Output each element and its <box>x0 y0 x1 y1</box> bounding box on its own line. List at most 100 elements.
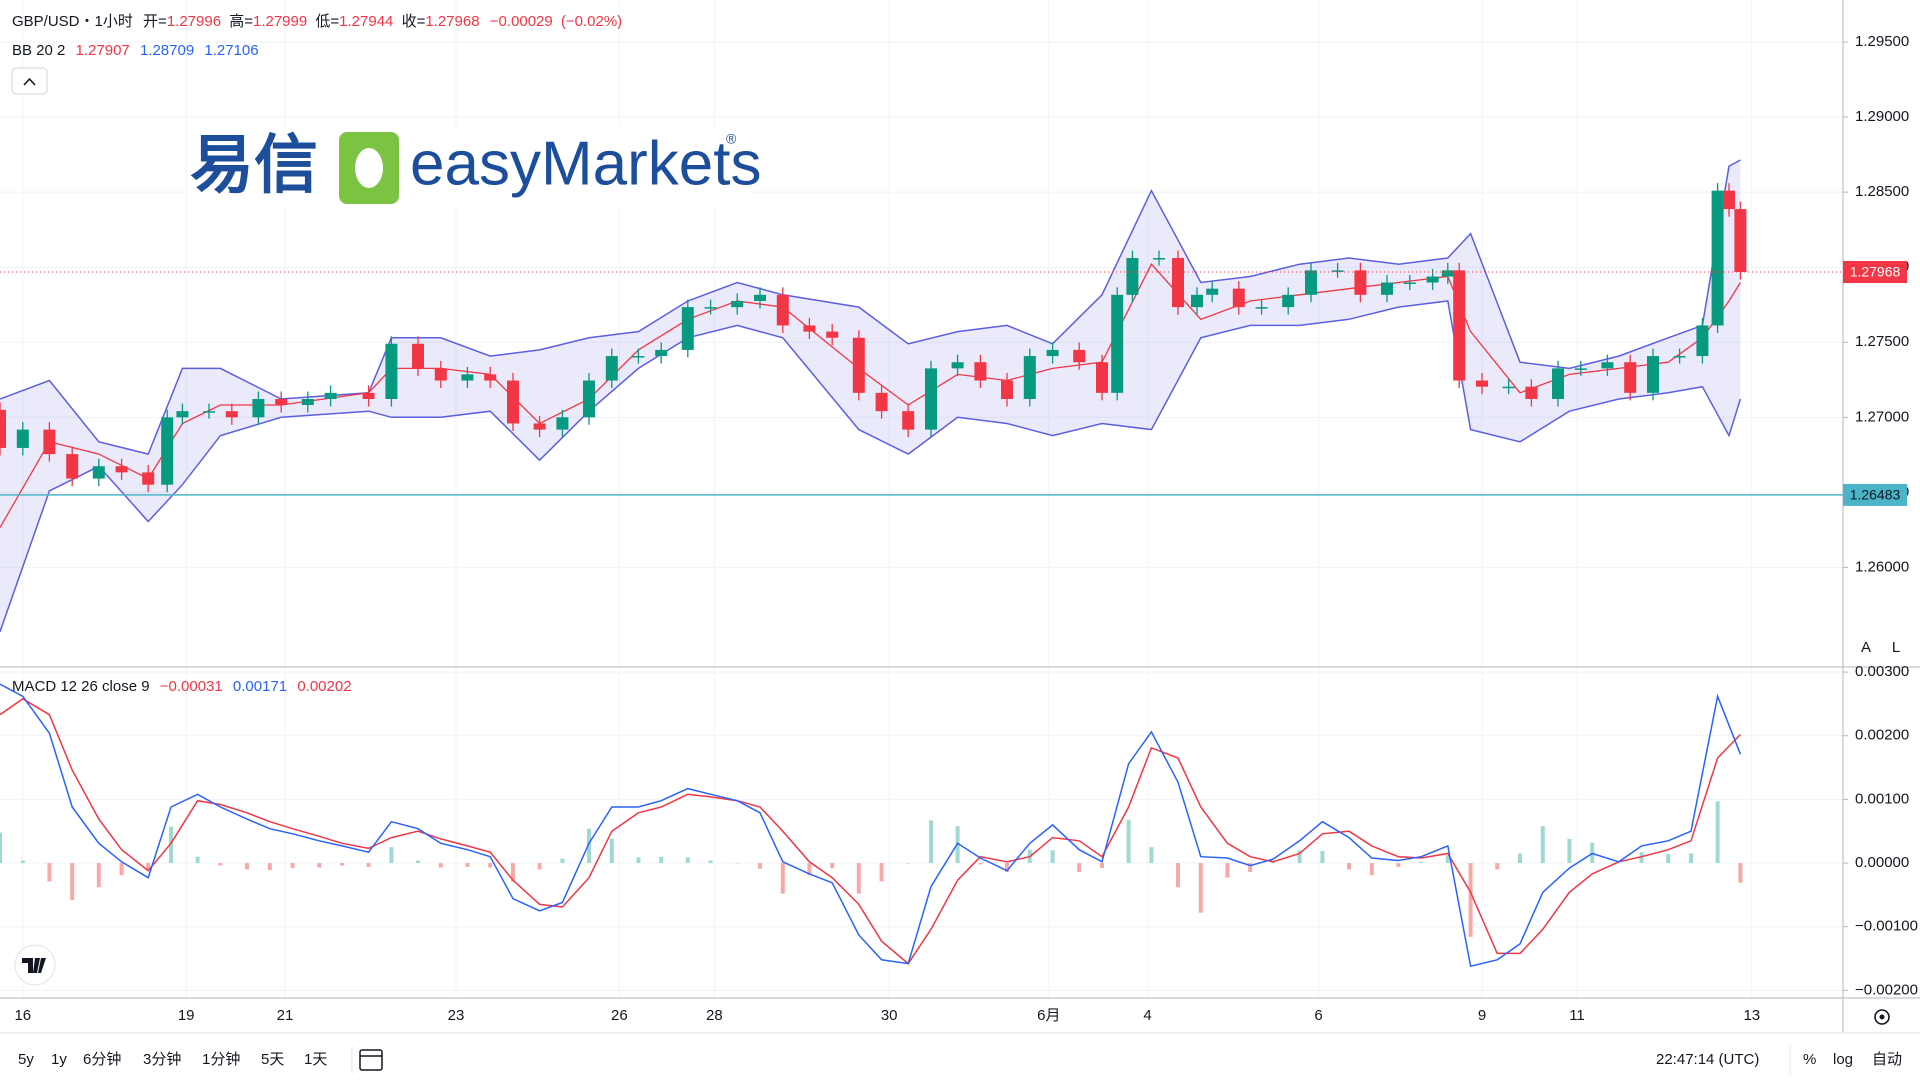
candle-body <box>1711 190 1724 326</box>
candle-body <box>556 417 569 430</box>
candle-body <box>1255 307 1268 309</box>
auto-toggle[interactable]: 自动 <box>1872 1051 1902 1068</box>
range-button[interactable]: 3分钟 <box>143 1051 181 1068</box>
candle-body <box>1647 356 1659 393</box>
macd-histogram-bar <box>1419 861 1424 864</box>
candle-body <box>1673 356 1686 358</box>
y-tick-label: 1.29500 <box>1855 33 1909 50</box>
macd-line <box>0 683 1742 968</box>
macd-value: 0.00171 <box>233 678 287 695</box>
candle-body <box>731 300 744 308</box>
candle-body <box>461 374 474 381</box>
macd-histogram-bar <box>636 857 641 864</box>
candle-body <box>1734 209 1747 273</box>
range-button[interactable]: 5天 <box>261 1051 284 1068</box>
range-button[interactable]: 5y <box>18 1051 34 1068</box>
open-value: 1.27996 <box>167 13 221 30</box>
low-label: 低= <box>315 13 339 30</box>
log-button-box[interactable] <box>1884 636 1908 660</box>
y-tick-label: 1.27000 <box>1855 408 1909 425</box>
candle-body <box>704 307 717 309</box>
interval: 1小时 <box>95 13 133 30</box>
level-tag <box>1843 483 1907 506</box>
macd-histogram-bar <box>1347 863 1351 870</box>
macd-histogram-bar <box>119 863 124 876</box>
candle-body <box>1153 258 1165 260</box>
candle-body <box>1525 386 1538 399</box>
candle-body <box>1426 276 1439 283</box>
macd-name: MACD 12 26 close 9 <box>12 678 150 695</box>
candle-body <box>362 392 375 399</box>
macd-histogram-bar <box>587 828 591 864</box>
tv-logo[interactable] <box>14 944 56 986</box>
macd-histogram-bar <box>218 863 223 866</box>
macd-histogram-bar <box>906 863 911 864</box>
macd-histogram-bar <box>1369 863 1374 876</box>
collapse-button[interactable] <box>11 67 48 95</box>
bb-name: BB 20 2 <box>12 42 65 59</box>
logo-cn: 易信 <box>190 129 318 201</box>
candle-body <box>754 294 766 301</box>
plot <box>0 159 1843 968</box>
macd-histogram-bar <box>856 863 861 894</box>
y-tick-label: 1.28500 <box>1855 183 1909 200</box>
macd-tick-label: 0.00300 <box>1855 663 1909 680</box>
calendar-icon[interactable] <box>359 1049 383 1071</box>
candle-body <box>605 356 618 381</box>
candle-body <box>1441 270 1454 277</box>
macd-histogram-bar <box>1297 850 1302 864</box>
candle-body <box>115 466 128 473</box>
macd-histogram-bar <box>1518 853 1522 864</box>
macd-histogram-bar <box>0 832 2 864</box>
x-tick-label: 13 <box>1743 1007 1760 1024</box>
macd-histogram-bar <box>1198 863 1203 913</box>
candle-body <box>852 337 865 393</box>
macd-tick-label: 0.00100 <box>1855 790 1909 807</box>
candle-body <box>1111 294 1124 393</box>
collapse-box[interactable] <box>11 67 48 95</box>
candle-body <box>161 417 174 485</box>
range-button[interactable]: 1y <box>51 1051 67 1068</box>
axis-settings[interactable] <box>1874 1009 1890 1025</box>
range-button[interactable]: 6分钟 <box>83 1051 121 1068</box>
macd-histogram-bar <box>169 826 173 864</box>
candle-body <box>902 411 915 430</box>
macd-histogram-bar <box>245 863 249 870</box>
candle-body <box>1305 270 1317 295</box>
range-button[interactable]: 1分钟 <box>202 1051 240 1068</box>
candle-body <box>1172 258 1184 308</box>
macd-histogram-bar <box>830 863 835 869</box>
percent-button[interactable]: % <box>1803 1051 1816 1068</box>
date-range-button[interactable] <box>359 1049 383 1071</box>
high-value: 1.27999 <box>253 13 307 30</box>
log-button[interactable]: L <box>1892 639 1900 656</box>
range-button[interactable]: 1天 <box>304 1051 327 1068</box>
candle-body <box>16 429 29 448</box>
macd-histogram-bar <box>978 863 983 865</box>
macd-histogram-bar <box>1445 855 1450 864</box>
auto-button-box[interactable] <box>1854 636 1878 660</box>
candle-body <box>1191 294 1203 308</box>
macd-histogram-bar <box>807 863 812 876</box>
candle-body <box>875 392 888 412</box>
candle-body <box>1001 380 1013 399</box>
gear[interactable] <box>1874 1009 1890 1025</box>
macd-tick-label: 0.00200 <box>1855 727 1909 744</box>
x-tick-label: 4 <box>1143 1007 1151 1024</box>
y-tick-label: 1.29000 <box>1855 108 1909 125</box>
open-label: 开= <box>143 13 167 30</box>
candle-body <box>1126 258 1139 295</box>
x-tick-label: 21 <box>277 1007 294 1024</box>
macd-histogram-bar <box>1468 863 1473 937</box>
candle-body <box>507 380 519 424</box>
macd-histogram-bar <box>1077 863 1082 872</box>
log-toggle[interactable]: log <box>1833 1051 1853 1068</box>
macd-histogram-bar <box>438 863 443 868</box>
auto-button[interactable]: A <box>1861 639 1871 656</box>
candle-body <box>1574 368 1587 370</box>
macd-histogram-bar <box>1320 850 1325 864</box>
macd-histogram-bar <box>488 863 493 868</box>
x-tick-label: 23 <box>448 1007 465 1024</box>
candle-body <box>826 331 839 338</box>
x-tick-label: 6月 <box>1037 1007 1060 1024</box>
